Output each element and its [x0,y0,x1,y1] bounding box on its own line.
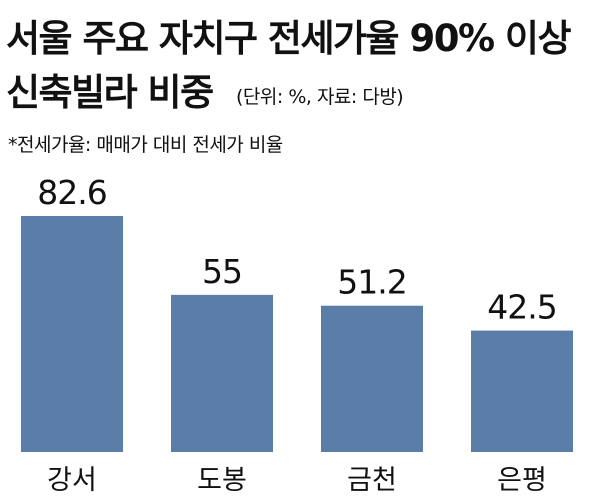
category-label-4: 은평 [497,465,547,496]
category-label-3: 금천 [347,465,397,496]
chart-title-line-1: 서울 주요 자치구 전세가율 90% 이상 [6,17,572,60]
value-label-4: 42.5 [487,288,556,327]
bar-1 [21,216,123,452]
bar-2 [171,294,273,452]
chart-title-line-2: 신축빌라 비중 [6,71,214,114]
value-label-2: 55 [202,252,242,291]
unit-and-source: (단위: %, 자료: 다방) [236,86,404,108]
category-label-2: 도봉 [197,465,247,496]
value-label-1: 82.6 [37,173,106,212]
footnote: *전세가율: 매매가 대비 전세가 비율 [8,134,283,156]
category-label-1: 강서 [47,465,97,496]
bar-4 [471,330,573,452]
bar-3 [321,305,423,452]
value-label-3: 51.2 [337,263,406,302]
